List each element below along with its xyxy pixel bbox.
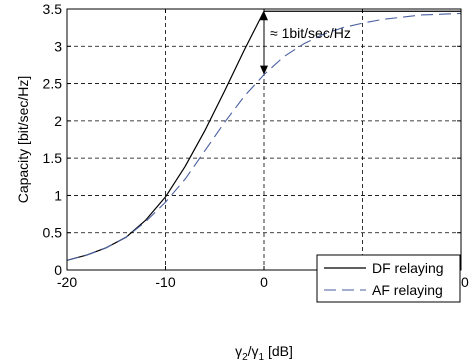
x-tick-label: 0 [260,274,268,290]
y-tick-label: 0 [54,262,62,278]
y-tick-label: 2 [54,113,62,129]
annotation-label: ≈ 1bit/sec/Hz [270,25,351,41]
x-tick-label: -10 [155,274,175,290]
legend-label-af: AF relaying [372,282,443,298]
y-tick-label: 3 [54,38,62,54]
y-axis-label: Capacity [bit/sec/Hz] [15,76,31,204]
legend: DF relaying AF relaying [316,254,461,303]
legend-box [316,254,461,303]
x-tick-label: -20 [57,274,77,290]
y-tick-label: 0.5 [43,225,63,241]
y-tick-label: 1 [54,187,62,203]
series-line-df [67,10,461,261]
x-axis-label: γ2/γ1 [dB] [235,343,293,361]
annotation: ≈ 1bit/sec/Hz [260,11,351,75]
legend-label-df: DF relaying [372,260,444,276]
y-tick-label: 2.5 [43,76,63,92]
y-tick-label: 3.5 [43,1,63,17]
annotation-arrow-head-top [260,11,268,21]
annotation-arrow-head-bottom [260,65,268,75]
y-tick-label: 1.5 [43,150,63,166]
